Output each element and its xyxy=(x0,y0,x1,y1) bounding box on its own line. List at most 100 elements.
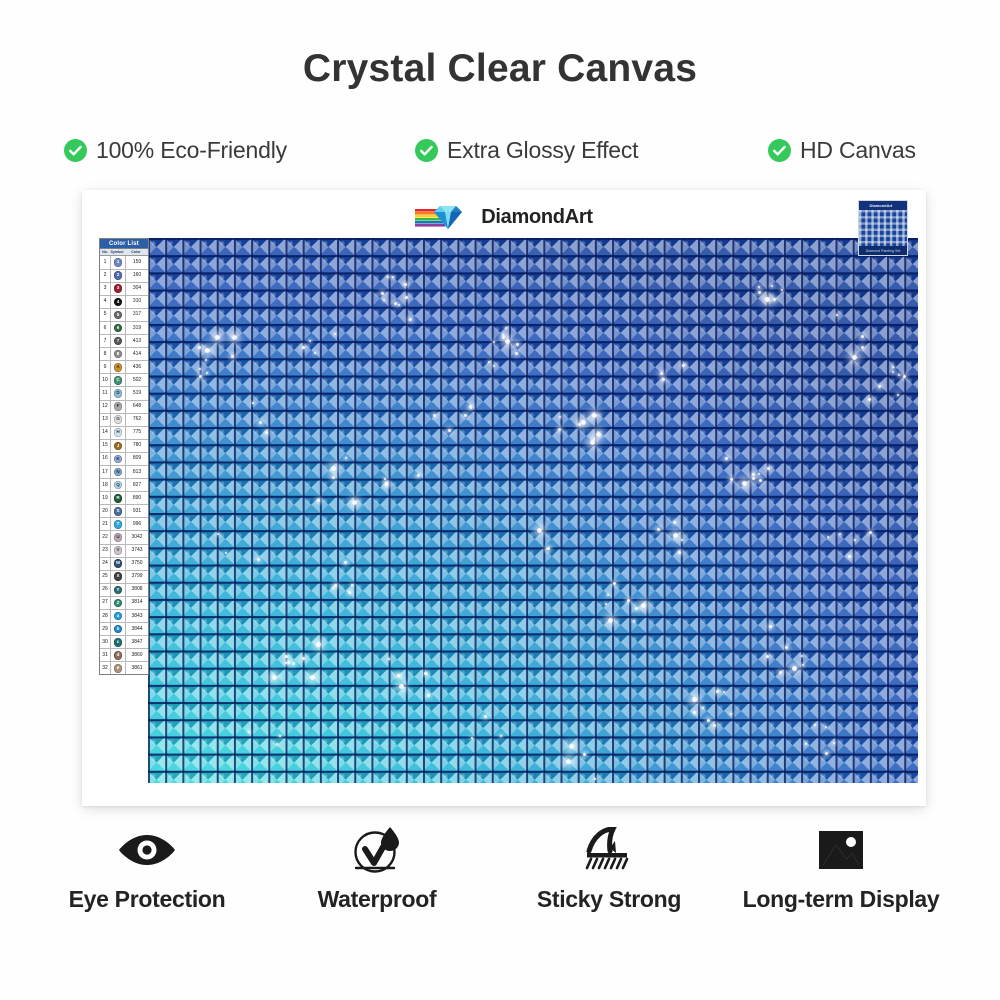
table-row: 17 N 813 xyxy=(100,465,148,480)
sparkle xyxy=(426,694,430,698)
sparkle xyxy=(423,671,427,675)
table-row: 24 W 3750 xyxy=(100,557,148,571)
color-row-no: 25 xyxy=(102,573,108,580)
sparkle xyxy=(583,752,587,756)
color-row-no: 6 xyxy=(103,324,107,331)
color-row-no: 28 xyxy=(102,612,108,619)
color-swatch: e xyxy=(113,664,123,673)
color-swatch: 4 xyxy=(113,297,123,307)
sparkle xyxy=(382,299,385,302)
color-row-no: 14 xyxy=(102,429,108,436)
sparkle xyxy=(330,465,336,471)
color-row-no: 12 xyxy=(102,403,108,410)
color-row-code: 502 xyxy=(132,376,142,383)
sparkle xyxy=(199,367,202,370)
table-row: 29 b 3844 xyxy=(100,623,148,637)
color-row-code: 890 xyxy=(132,494,142,501)
color-swatch: R xyxy=(113,493,123,503)
color-row-no: 20 xyxy=(102,507,108,514)
sparkle xyxy=(217,532,220,535)
feature-item-glossy: Extra Glossy Effect xyxy=(415,133,639,167)
color-row-symbol: 6 xyxy=(110,321,126,335)
color-row-code: 775 xyxy=(132,429,142,436)
color-row-no: 22 xyxy=(102,534,108,540)
color-swatch: 5 xyxy=(113,310,123,320)
color-row-code: 827 xyxy=(132,481,142,488)
check-circle-icon xyxy=(64,138,87,162)
sparkle xyxy=(265,430,269,434)
sparkle xyxy=(404,283,408,287)
sparkle xyxy=(333,583,337,587)
table-row: 11 D 519 xyxy=(100,387,148,401)
color-row-symbol: K xyxy=(110,452,126,465)
feature-label: HD Canvas xyxy=(800,136,916,163)
sparkle xyxy=(723,690,726,693)
table-row: 1 1 159 xyxy=(100,256,148,270)
table-row: 27 Z 3814 xyxy=(100,596,148,611)
color-row-no: 17 xyxy=(102,468,108,475)
sparkle xyxy=(725,457,729,461)
sparkle xyxy=(741,481,747,487)
sparkle xyxy=(345,456,348,459)
sparkle xyxy=(769,625,772,628)
sparkle xyxy=(627,599,631,603)
sparkle xyxy=(767,467,771,471)
feature-item-eco-friendly: 100% Eco-Friendly xyxy=(64,133,287,167)
sparkle xyxy=(825,751,829,755)
sparkle xyxy=(231,335,237,341)
color-row-no: 21 xyxy=(102,520,108,527)
sparkle xyxy=(398,303,401,306)
sparkle xyxy=(826,536,829,539)
check-circle-icon xyxy=(768,138,791,162)
sparkle xyxy=(487,361,490,364)
color-row-symbol: 3 xyxy=(110,282,126,295)
sparkle xyxy=(825,725,828,728)
table-row: 15 J 780 xyxy=(100,439,148,453)
color-row-no: 15 xyxy=(102,442,108,449)
sparkle xyxy=(758,478,762,482)
sparkle xyxy=(471,736,474,739)
sparkle xyxy=(764,298,767,301)
sparkle xyxy=(673,532,679,538)
sparkle xyxy=(278,734,281,737)
sparkle xyxy=(316,498,320,502)
benefit-label: Eye Protection xyxy=(68,886,226,912)
sparkle xyxy=(398,683,404,689)
color-row-symbol: 5 xyxy=(110,308,126,321)
sparkle xyxy=(536,527,542,533)
product-card: DiamondArt Color List No. Symbol Color 1… xyxy=(82,190,926,806)
sparkle xyxy=(468,405,472,409)
benefit-waterproof: Waterproof xyxy=(252,826,502,913)
sparkle xyxy=(589,440,595,446)
color-row-symbol: a xyxy=(110,610,126,623)
sparkle xyxy=(285,661,288,664)
sparkle xyxy=(801,664,804,667)
watermark-brand: DiamondArt xyxy=(869,203,893,208)
color-row-no: 23 xyxy=(102,547,108,554)
sparkle xyxy=(792,665,798,671)
color-row-symbol: d xyxy=(110,649,126,662)
sparkle xyxy=(301,345,305,349)
sparkle xyxy=(766,654,770,658)
color-swatch: d xyxy=(113,651,123,660)
sparkle xyxy=(514,351,518,355)
sparkle xyxy=(276,743,279,746)
column-header-no: No. xyxy=(102,249,108,254)
color-swatch: Q xyxy=(113,480,123,490)
sparkle xyxy=(814,724,817,727)
color-row-no: 27 xyxy=(102,599,108,606)
sparkle xyxy=(332,587,335,590)
sparkle xyxy=(860,346,864,350)
color-row-no: 4 xyxy=(103,298,107,305)
sparkle xyxy=(291,662,295,666)
sparkle xyxy=(257,557,261,561)
color-row-symbol: F xyxy=(110,400,126,413)
color-row-no: 29 xyxy=(102,625,108,632)
sparkle xyxy=(565,758,571,764)
water-drop-check-icon xyxy=(252,826,502,874)
sparkle xyxy=(470,406,473,409)
sparkle xyxy=(805,742,808,745)
sparkle xyxy=(682,364,686,368)
sparkle xyxy=(569,743,575,749)
